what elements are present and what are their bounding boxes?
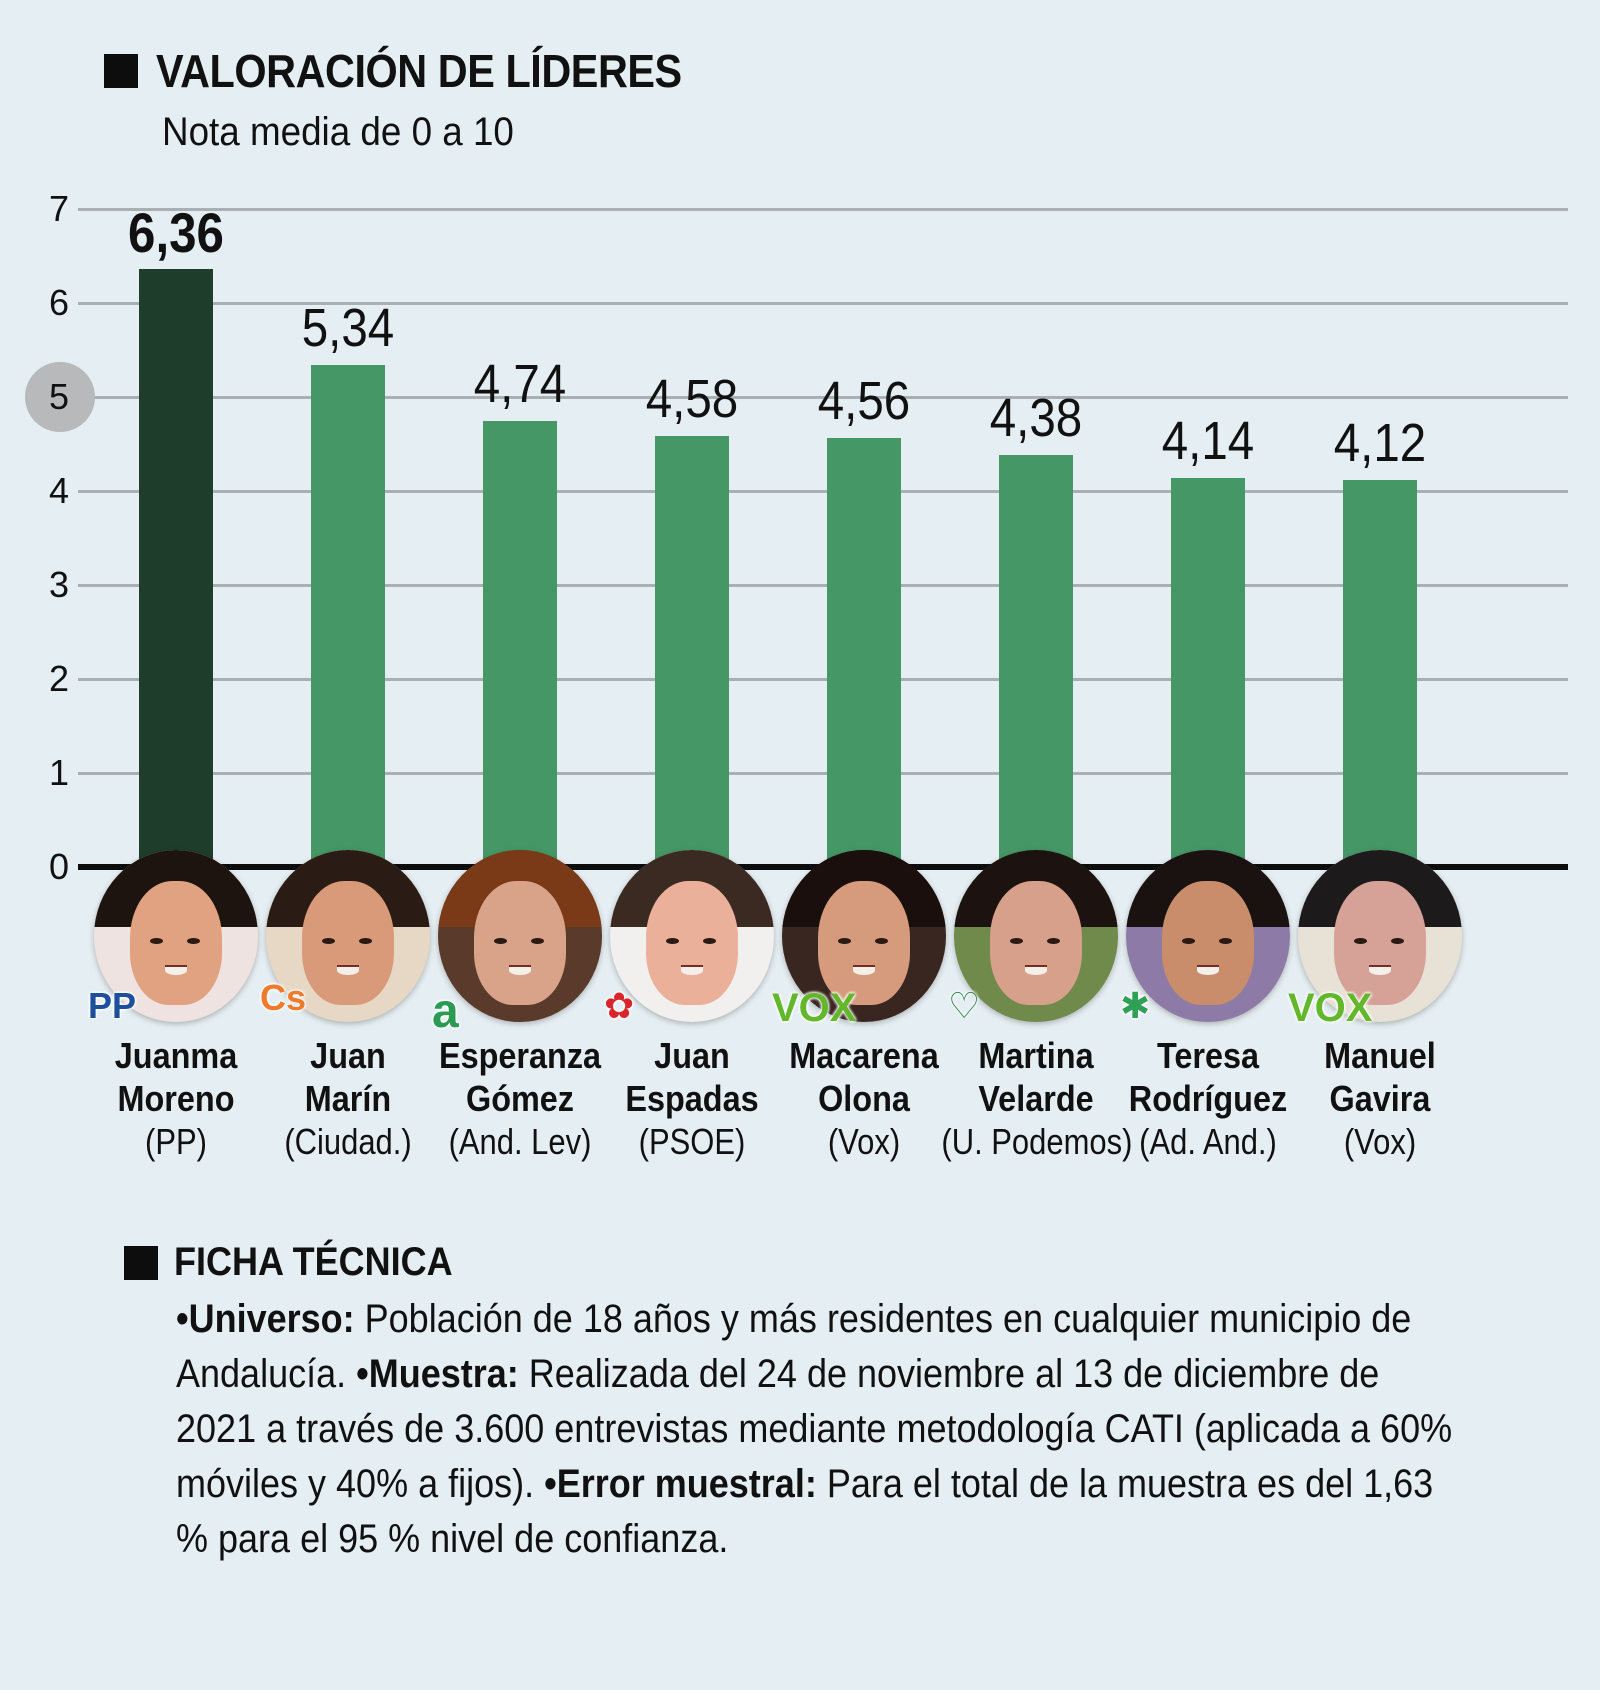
value-label: 4,12 xyxy=(1333,412,1427,473)
party-logo-icon: a xyxy=(432,985,459,1038)
party-logo-icon: ✱ xyxy=(1120,985,1151,1026)
bar-0 xyxy=(139,269,213,867)
y-tick-label: 6 xyxy=(48,282,70,323)
gridline-4 xyxy=(78,490,1568,493)
gridline-1 xyxy=(78,772,1568,775)
y-tick-label: 4 xyxy=(48,470,70,511)
tick-highlight-circle xyxy=(25,362,95,432)
universo-label: •Universo: xyxy=(176,1297,355,1341)
muestra-text: Realizada del 24 de noviembre al 13 de d… xyxy=(176,1352,1453,1506)
value-label: 4,14 xyxy=(1161,410,1255,471)
candidate-photo xyxy=(1298,850,1462,1022)
value-label: 6,36 xyxy=(128,201,224,265)
bar-2 xyxy=(483,421,557,867)
candidate-name-first: Teresa xyxy=(1156,1035,1260,1076)
title-bullet-icon xyxy=(104,54,138,88)
candidate-party: (PP) xyxy=(145,1121,207,1162)
muestra-label: •Muestra: xyxy=(356,1352,519,1396)
y-tick-label: 1 xyxy=(48,752,70,793)
candidate-name-last: Moreno xyxy=(117,1078,235,1119)
candidate-party: (Ciudad.) xyxy=(284,1121,412,1162)
candidate-photo xyxy=(610,850,774,1022)
party-logo-icon: PP xyxy=(88,985,137,1026)
candidate-name-last: Gavira xyxy=(1329,1078,1431,1119)
y-tick-label: 2 xyxy=(48,658,70,699)
gridline-2 xyxy=(78,678,1568,681)
candidate-party: (PSOE) xyxy=(638,1121,746,1162)
candidate-name-first: Juanma xyxy=(114,1035,238,1076)
bar-3 xyxy=(655,436,729,867)
ficha-tecnica-text: •Universo: Población de 18 años y más re… xyxy=(176,1292,1454,1567)
candidate-party: (Vox) xyxy=(1343,1121,1417,1162)
party-logo-icon: VOX xyxy=(1288,986,1373,1030)
value-label: 5,34 xyxy=(301,298,395,359)
candidate-name-last: Velarde xyxy=(978,1078,1094,1119)
candidate-party: (U. Podemos) xyxy=(941,1121,1133,1162)
y-tick-label: 7 xyxy=(48,188,70,229)
candidate-photo xyxy=(782,850,946,1022)
universo-text: Población de 18 años y más residentes en… xyxy=(176,1297,1412,1396)
candidate-name-first: Manuel xyxy=(1324,1035,1436,1076)
chart-subtitle: Nota media de 0 a 10 xyxy=(162,110,514,154)
candidate-party: (And. Lev) xyxy=(448,1121,592,1162)
bar-6 xyxy=(1171,477,1245,867)
bar-4 xyxy=(827,438,901,867)
gridline-6 xyxy=(78,302,1568,305)
candidate-name-first: Juan xyxy=(310,1035,386,1076)
candidate-photo xyxy=(1126,850,1290,1022)
candidate-photo xyxy=(94,850,258,1022)
value-label: 4,56 xyxy=(817,371,911,432)
gridline-5 xyxy=(78,396,1568,399)
party-logo-icon: ✿ xyxy=(604,985,635,1026)
candidate-photo xyxy=(266,850,430,1022)
value-label: 4,74 xyxy=(473,354,567,415)
ficha-bullet-icon xyxy=(124,1245,158,1280)
y-tick-label: 0 xyxy=(48,846,70,887)
candidate-name-first: Esperanza xyxy=(438,1035,602,1076)
bar-1 xyxy=(311,365,385,867)
ficha-title: FICHA TÉCNICA xyxy=(174,1240,453,1284)
candidate-name-first: Macarena xyxy=(789,1035,939,1076)
bar-chart: 0 1 2 3 4 5 6 7 6,36 PP Juanma Moreno (PP) 5,34 Cs Juan… xyxy=(25,188,1568,1162)
y-tick-label: 3 xyxy=(48,564,70,605)
ficha-header: FICHA TÉCNICA xyxy=(124,1240,484,1285)
bar-5 xyxy=(999,455,1073,867)
party-logo-icon: VOX xyxy=(772,986,857,1030)
candidate-party: (Ad. And.) xyxy=(1139,1121,1277,1162)
error-text: Para el total de la muestra es del 1,63 … xyxy=(176,1462,1434,1561)
y-tick-label: 5 xyxy=(48,376,70,417)
value-label: 4,38 xyxy=(989,388,1083,449)
candidate-name-last: Olona xyxy=(818,1078,910,1119)
candidate-name-first: Martina xyxy=(978,1035,1094,1076)
bar-7 xyxy=(1343,479,1417,867)
error-label: •Error muestral: xyxy=(544,1462,817,1506)
chart-header: VALORACIÓN DE LÍDERES xyxy=(104,44,740,98)
candidate-party: (Vox) xyxy=(827,1121,901,1162)
party-logo-icon: ♡ xyxy=(948,985,981,1026)
gridline-3 xyxy=(78,584,1568,587)
value-label: 4,58 xyxy=(645,369,739,430)
candidate-name-last: Rodríguez xyxy=(1128,1078,1288,1119)
candidate-name-last: Marín xyxy=(304,1078,392,1119)
candidate-name-last: Gómez xyxy=(465,1078,575,1119)
candidate-name-first: Juan xyxy=(654,1035,730,1076)
party-logo-icon: Cs xyxy=(260,977,307,1018)
gridline-7 xyxy=(78,208,1568,211)
candidate-photo xyxy=(438,850,602,1022)
candidate-photo xyxy=(954,850,1118,1022)
chart-title: VALORACIÓN DE LÍDERES xyxy=(156,45,682,97)
candidate-name-last: Espadas xyxy=(625,1078,759,1119)
